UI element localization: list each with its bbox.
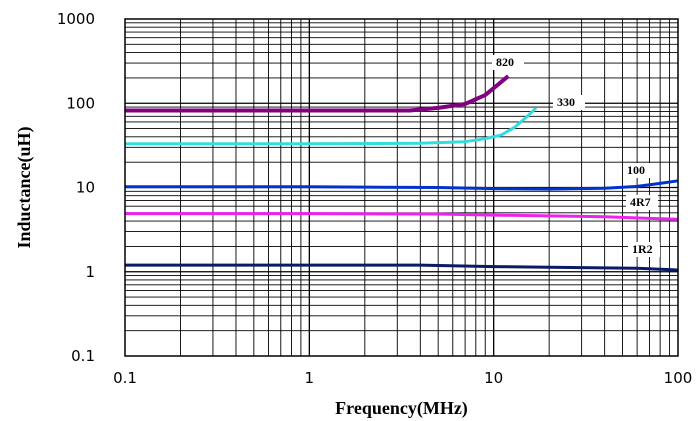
series-label-bg — [492, 55, 524, 70]
series-line-820 — [125, 74, 510, 113]
x-tick-label: 0.1 — [113, 369, 137, 387]
series-label-bg — [623, 163, 655, 178]
x-tick-label: 10 — [484, 369, 503, 387]
series-line-330 — [125, 106, 538, 146]
series-label-bg — [626, 195, 658, 210]
y-tick-label: 1000 — [57, 10, 95, 28]
y-tick-labels: 0.1 1 10 100 1000 — [57, 10, 95, 365]
y-tick-label: 100 — [66, 94, 95, 112]
series-label-bg — [553, 95, 585, 110]
plot-frame — [124, 18, 679, 357]
x-tick-label: 100 — [664, 369, 693, 387]
x-axis-label: Frequency(MHz) — [335, 398, 468, 419]
series-label-1R2: 1R2 — [632, 242, 653, 256]
y-tick-label: 1 — [85, 263, 95, 281]
series-labels: 820 330 100 4R7 1R2 — [492, 55, 660, 257]
series-line-4R7 — [125, 212, 679, 221]
series-line-1R2 — [125, 263, 679, 272]
y-tick-label: 0.1 — [71, 347, 95, 365]
series-line-100 — [125, 179, 679, 191]
series-label-820: 820 — [496, 55, 514, 69]
series-label-100: 100 — [627, 163, 645, 177]
series-lines — [125, 74, 679, 272]
y-tick-label: 10 — [76, 179, 95, 197]
x-tick-labels: 0.1 1 10 100 — [113, 369, 692, 387]
y-axis-label: Inductance(uH) — [14, 126, 35, 248]
series-label-330: 330 — [557, 95, 575, 109]
series-label-4R7: 4R7 — [630, 195, 651, 209]
series-label-bg — [628, 242, 660, 257]
x-tick-label: 1 — [305, 369, 315, 387]
